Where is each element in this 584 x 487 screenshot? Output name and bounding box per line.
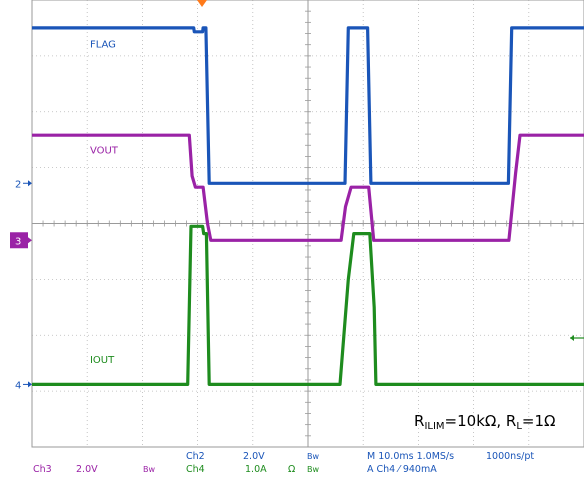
ch3-scale: 2.0V	[76, 464, 98, 475]
timebase-readout: M 10.0ms 1.0MS/s	[367, 451, 454, 462]
load-condition-annotation: RILIM=10kΩ, RL=1Ω	[414, 412, 555, 432]
traces	[32, 26, 584, 386]
flag-label: FLAG	[90, 39, 116, 50]
vout-trace	[32, 133, 584, 242]
scope-footer: Ch2 2.0V Bw M 10.0ms 1.0MS/s 1000ns/pt C…	[33, 451, 534, 475]
ch3-name: Ch3	[33, 464, 52, 475]
trigger-readout: A Ch4 ⁄ 940mA	[367, 464, 437, 475]
trace-labels: FLAG VOUT IOUT	[90, 39, 119, 366]
record-length-readout: 1000ns/pt	[486, 451, 534, 462]
iout-label: IOUT	[90, 355, 115, 366]
ch4-name: Ch4	[186, 464, 205, 475]
channel-4-marker: 4	[15, 380, 32, 391]
channel-markers: 2 3 4	[10, 179, 32, 391]
channel-3-marker-label: 3	[15, 236, 21, 247]
ch2-scale: 2.0V	[243, 451, 265, 462]
channel-3-marker: 3	[10, 232, 32, 249]
iout-trace	[32, 224, 584, 386]
ch2-bw: Bw	[307, 452, 319, 461]
ch4-ohm: Ω	[288, 464, 295, 475]
graticule-frame	[31, 0, 584, 448]
trigger-marker	[197, 0, 208, 7]
vout-label: VOUT	[90, 146, 119, 157]
channel-2-marker-label: 2	[15, 179, 21, 190]
graticule	[31, 0, 584, 448]
ch3-bw: Bw	[143, 465, 155, 474]
ch4-bw: Bw	[307, 465, 319, 474]
trigger-level-arrow-icon	[570, 335, 584, 341]
ch4-scale: 1.0A	[245, 464, 267, 475]
flag-trace	[32, 26, 584, 185]
channel-2-marker: 2	[15, 179, 32, 190]
channel-4-marker-label: 4	[15, 380, 21, 391]
ch2-name: Ch2	[186, 451, 205, 462]
